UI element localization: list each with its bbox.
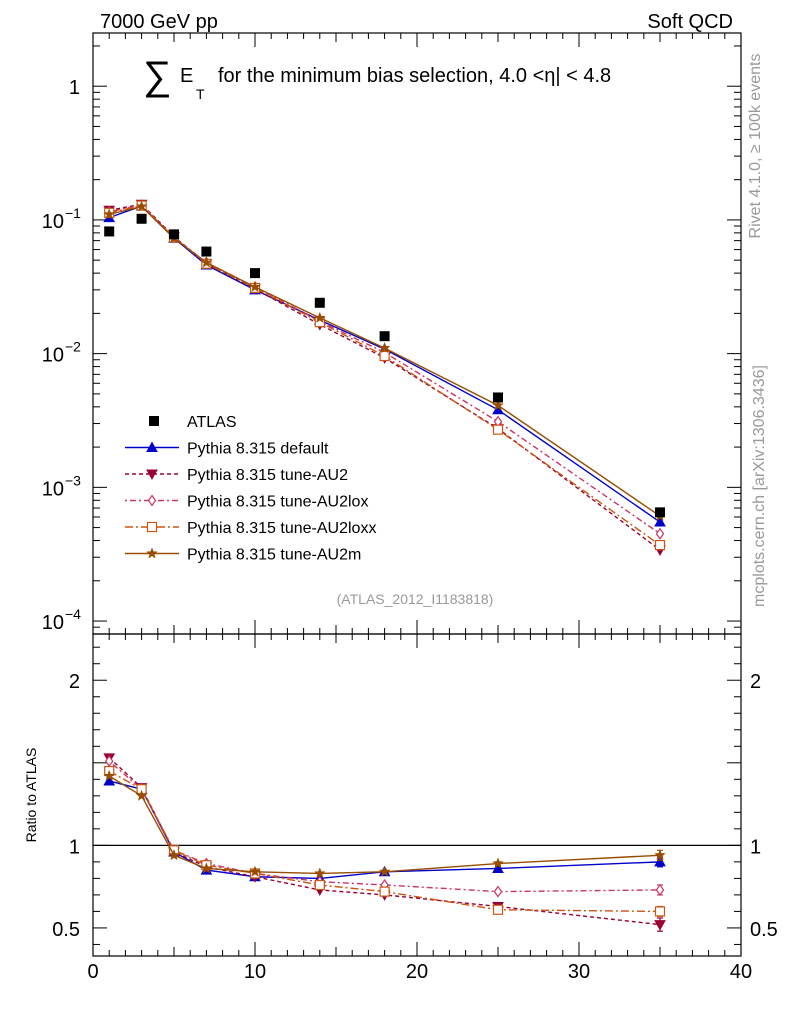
atlas-data-point [655,507,665,518]
legend-marker-4 [146,521,158,533]
ratio-series-point-5 [654,849,666,861]
main-frame [92,32,742,635]
atlas-data-point [493,392,503,403]
x-tick-label: 30 [568,961,590,983]
legend-marker-2 [146,469,158,481]
atlas-data-point [314,297,325,308]
main-series-point-1 [654,516,666,527]
ratio-series-point-5 [103,769,116,782]
ratio-series-line-2 [108,757,661,926]
x-tick-label: 20 [406,961,428,983]
x-tick-label: 10 [244,961,266,983]
main-series-point-5 [103,208,116,220]
plot-title: ∑ E T for the minimum bias selection, 4.… [143,54,611,102]
y-tick-exponent: −3 [65,472,81,488]
atlas-data-point [379,331,390,342]
atlas-data-point [169,229,179,240]
ratio-series-point-3 [493,885,503,898]
ratio-series-point-5 [168,849,180,861]
title-text: for the minimum bias selection, 4.0 <η| … [218,65,611,87]
ratio-series-point-3 [655,883,665,896]
ratio-panel: 0 10 20 30 40 0.5 0.5 1 1 2 2 [52,620,778,983]
x-tick-label: 0 [87,961,98,983]
y-tick-label: 10 [42,345,64,367]
y-tick-label: 10 [42,612,64,634]
legend-label-5: Pythia 8.315 tune-AU2m [187,547,361,564]
legend-marker-3 [147,494,157,507]
legend-label-4: Pythia 8.315 tune-AU2loxx [187,520,376,537]
title-sum-symbol: ∑ [143,54,172,98]
atlas-data-point [201,246,212,257]
ratio-y-tick-label-right: 1 [750,836,761,858]
header-right: Soft QCD [647,11,733,33]
legend-atlas-marker [149,416,159,426]
atlas-data-point [250,268,260,279]
atlas-data-point [136,213,147,224]
atlas-data-point [104,226,115,237]
ratio-y-tick-label: 1 [69,836,80,858]
ratio-frame [92,633,742,957]
main-series-point-4 [492,424,504,435]
main-series-point-4 [379,350,390,362]
ratio-series-point-4 [314,879,325,891]
legend-label-2: Pythia 8.315 tune-AU2 [187,467,348,484]
header-left: 7000 GeV pp [100,11,218,33]
legend: ATLAS Pythia 8.315 default Pythia 8.315 tu… [125,414,376,564]
y-tick-label: 10 [42,211,64,233]
ratio-series-point-1 [103,774,116,786]
ratio-series-point-4 [654,906,666,917]
rivet-label: Rivet 4.1.0, ≥ 100k events [747,54,764,239]
ratio-series-point-1 [654,855,666,867]
legend-marker-1 [146,441,158,452]
y-tick-label: 10 [42,478,64,500]
main-series-point-5 [135,200,148,212]
legend-atlas-label: ATLAS [187,414,237,431]
main-panel: 110−110−210−310−4 [42,32,742,635]
ratio-y-tick-label-right: 0.5 [750,919,778,941]
ratio-series-point-1 [492,862,504,873]
x-tick-label: 40 [730,961,752,983]
ratio-series-point-5 [249,865,261,877]
main-series-line-3 [109,204,661,535]
ratio-y-tick-label: 0.5 [52,919,80,941]
ratio-series-point-5 [313,867,326,879]
ratio-series-point-5 [200,862,213,874]
main-series-point-4 [654,539,666,551]
ratio-y-tick-label: 2 [69,671,80,693]
legend-label-3: Pythia 8.315 tune-AU2lox [187,494,368,511]
ratio-series-point-4 [379,886,390,897]
ratio-series-point-5 [135,789,148,801]
ratio-series-point-4 [492,904,504,915]
main-series-point-3 [655,527,665,540]
mcplots-label: mcplots.cern.ch [arXiv:1306.3436] [751,365,768,607]
title-e: E [180,65,193,87]
main-series-point-5 [492,399,504,411]
main-series-point-5 [313,311,326,323]
analysis-label: (ATLAS_2012_I1183818) [337,591,494,607]
legend-label-1: Pythia 8.315 default [187,441,329,458]
ratio-ylabel: Ratio to ATLAS [23,748,39,843]
ratio-series-point-2 [654,920,666,931]
y-tick-exponent: −2 [65,339,81,355]
ratio-series-line-5 [108,775,661,875]
main-series-point-5 [249,280,261,293]
y-tick-exponent: −4 [65,606,81,622]
y-tick-label: 1 [69,77,80,99]
main-series-point-5 [200,256,213,268]
y-tick-exponent: −1 [65,205,81,221]
ratio-series-point-5 [492,857,504,869]
ratio-y-tick-label-right: 2 [750,671,761,693]
main-series-point-5 [378,341,391,354]
ratio-series-line-4 [108,770,661,913]
legend-marker-5 [146,547,158,559]
title-subscript: T [196,86,205,102]
ratio-series-point-5 [378,865,391,877]
ratio-series-line-1 [109,780,661,880]
